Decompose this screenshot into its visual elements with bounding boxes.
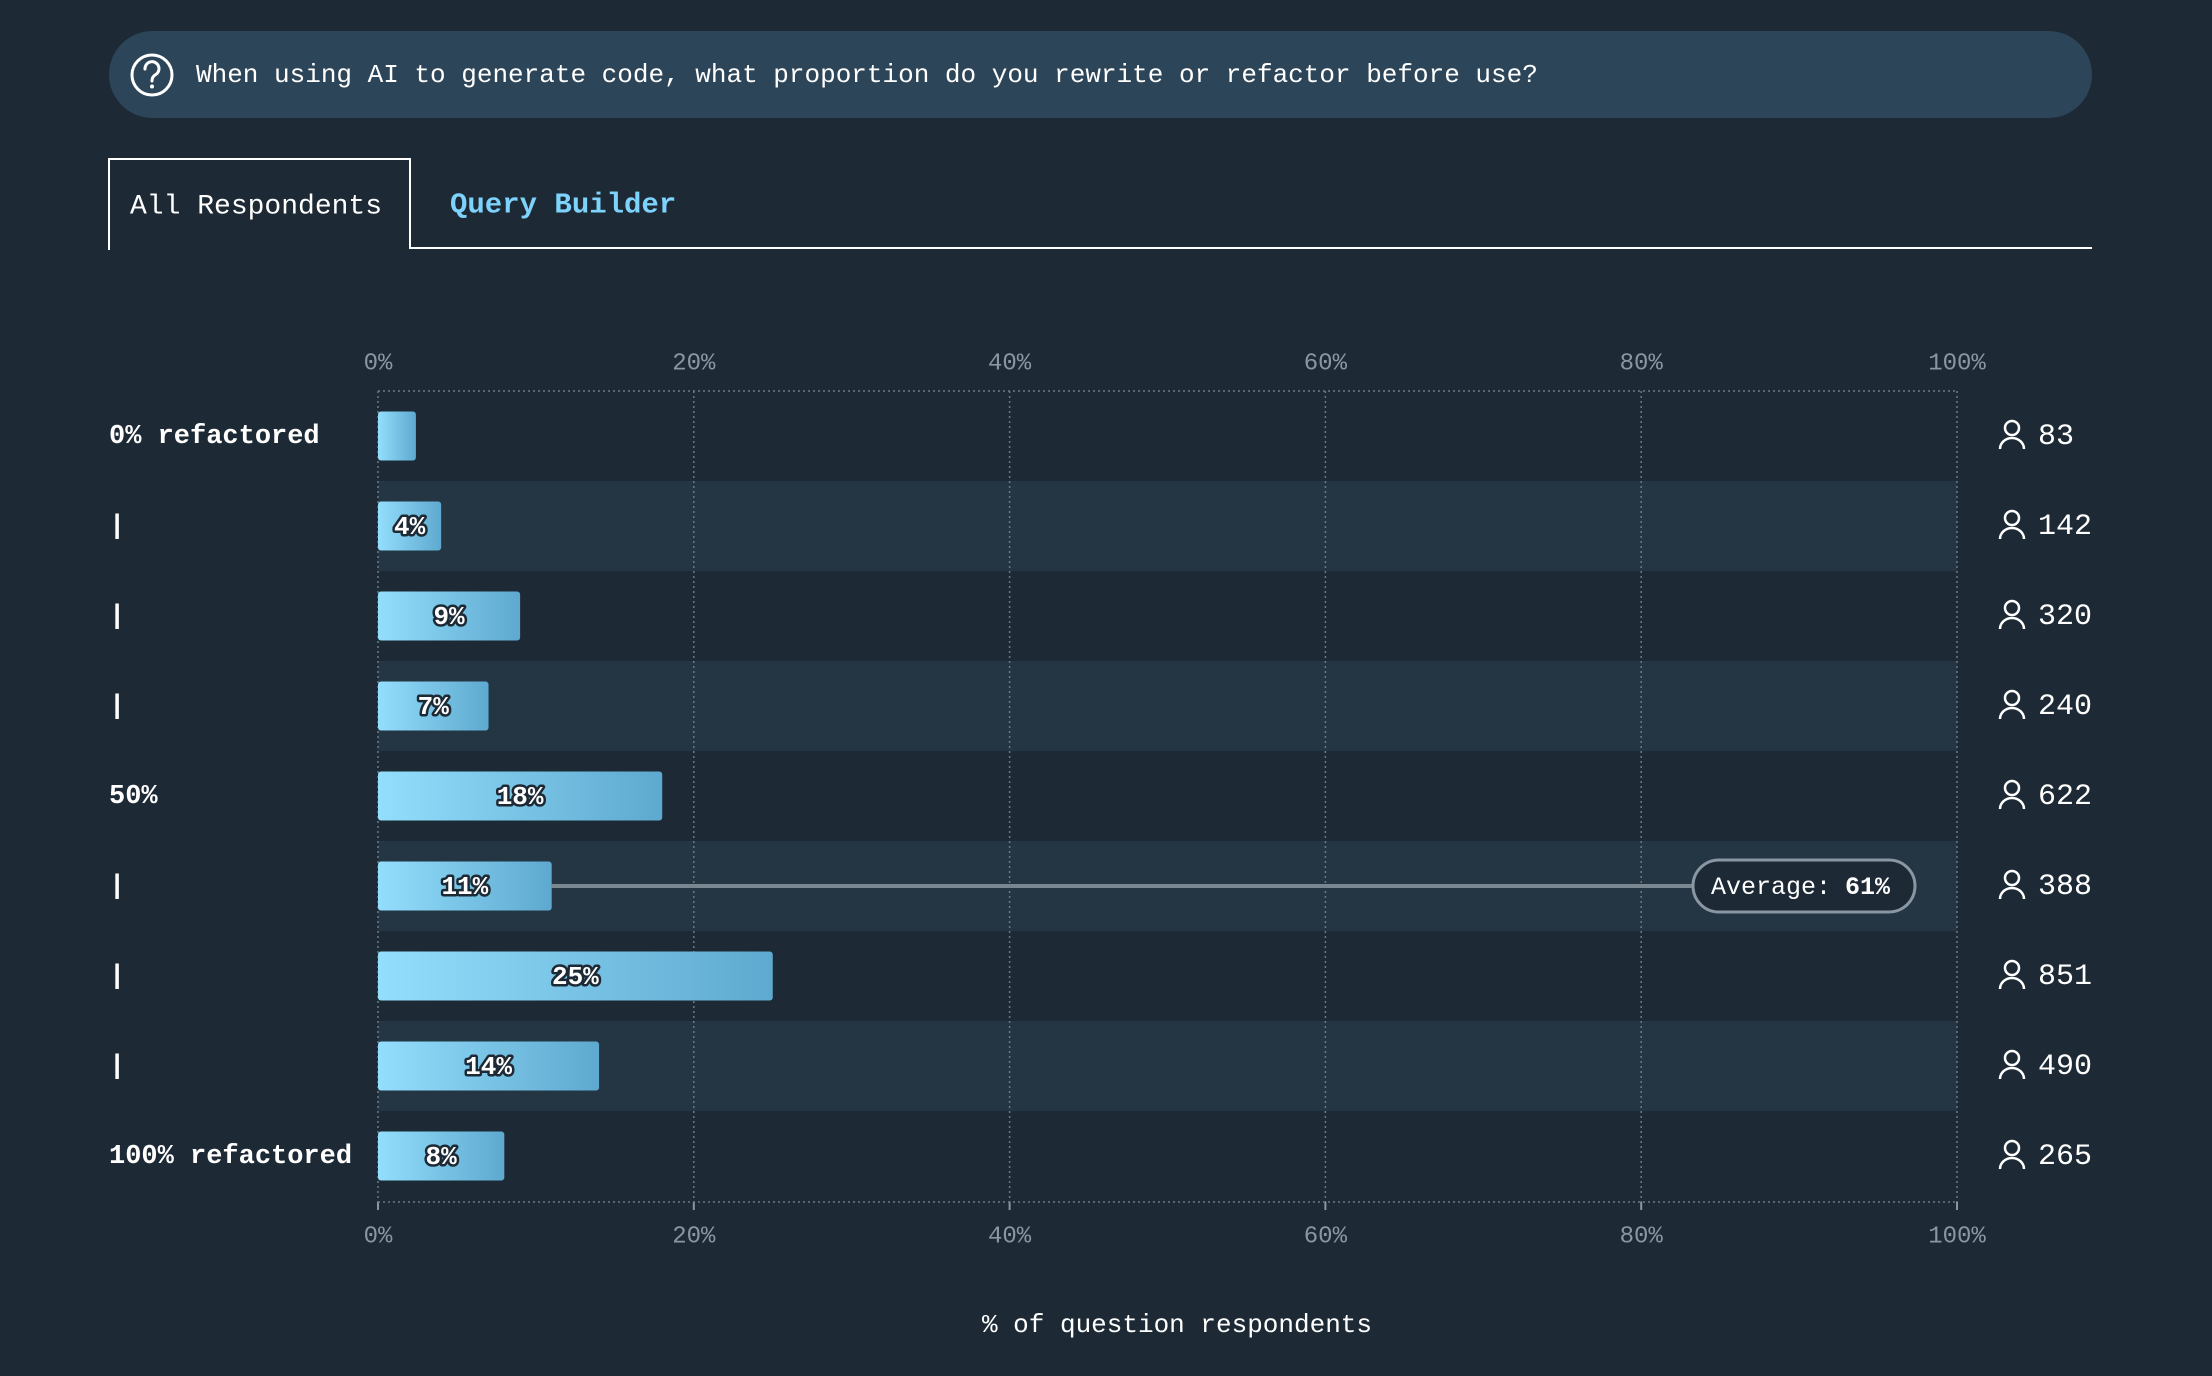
respondent-count: 142 — [2038, 510, 2092, 544]
respondent-count: 490 — [2038, 1050, 2092, 1084]
x-tick-label: 80% — [1620, 1223, 1664, 1250]
row-band — [378, 481, 1957, 571]
person-icon — [1998, 419, 2026, 450]
average-pill — [1691, 858, 1917, 914]
x-tick-label: 60% — [1304, 1223, 1348, 1250]
average-label-text: Average: — [1711, 873, 1831, 902]
category-label: | — [109, 512, 125, 542]
person-icon-head — [2003, 509, 2021, 527]
person-icon-body — [1998, 526, 2026, 540]
bar — [378, 771, 663, 821]
person-icon — [1998, 1049, 2026, 1080]
person-icon — [1998, 1139, 2026, 1170]
person-icon-head — [2003, 599, 2021, 617]
question-icon — [130, 53, 174, 97]
value-label: 7% — [418, 692, 450, 722]
x-tick-label: 100% — [1928, 1223, 1986, 1250]
category-label: 100% refactored — [109, 1142, 352, 1172]
value-label: 18% — [497, 782, 544, 812]
respondent-count: 83 — [2038, 420, 2074, 454]
person-icon-body — [1998, 1156, 2026, 1170]
x-tick-label: 80% — [1620, 350, 1664, 377]
category-label: | — [109, 872, 125, 902]
tab[interactable]: Query Builder — [450, 189, 676, 222]
person-icon-head — [2003, 1139, 2021, 1157]
person-icon — [1998, 509, 2026, 540]
x-tick-label: 0% — [364, 1223, 393, 1250]
person-icon — [1998, 959, 2026, 990]
tab-outline — [108, 158, 2092, 250]
person-icon-body — [1998, 706, 2026, 720]
row-band — [378, 661, 1957, 751]
value-label: 9% — [433, 602, 465, 632]
person-icon-head — [2003, 419, 2021, 437]
x-tick-label: 60% — [1304, 350, 1348, 377]
person-icon-head — [2003, 959, 2021, 977]
question-text: When using AI to generate code, what pro… — [196, 60, 1538, 90]
x-tick-label: 20% — [672, 350, 716, 377]
x-tick-label: 0% — [364, 350, 393, 377]
respondent-count: 320 — [2038, 600, 2092, 634]
category-label: | — [109, 1052, 125, 1082]
respondent-count: 265 — [2038, 1140, 2092, 1174]
respondent-count: 388 — [2038, 870, 2092, 904]
category-label: | — [109, 692, 125, 722]
category-label: | — [109, 962, 125, 992]
person-icon — [1998, 869, 2026, 900]
respondent-count: 622 — [2038, 780, 2092, 814]
person-icon-head — [2003, 779, 2021, 797]
x-tick-label: 100% — [1928, 350, 1986, 377]
value-label: 14% — [465, 1052, 512, 1082]
person-icon-body — [1998, 436, 2026, 450]
question-bar — [109, 31, 2092, 118]
person-icon — [1998, 689, 2026, 720]
bar — [378, 1041, 600, 1091]
category-label: 50% — [109, 782, 158, 812]
bar — [378, 411, 416, 461]
value-label: 25% — [552, 962, 599, 992]
average-label: Average: 61% — [1711, 873, 1891, 902]
average-value: 61% — [1845, 873, 1891, 902]
person-icon — [1998, 779, 2026, 810]
person-icon-body — [1998, 796, 2026, 810]
bar — [378, 951, 773, 1001]
person-icon-body — [1998, 886, 2026, 900]
x-tick-label: 40% — [988, 1223, 1032, 1250]
category-label: 0% refactored — [109, 422, 320, 452]
respondent-count: 240 — [2038, 690, 2092, 724]
bar — [378, 681, 489, 731]
bar — [378, 1131, 505, 1181]
person-icon-body — [1998, 976, 2026, 990]
bar — [378, 861, 552, 911]
x-axis-label: % of question respondents — [982, 1310, 1372, 1340]
x-tick-label: 20% — [672, 1223, 716, 1250]
value-label: 11% — [441, 872, 488, 902]
category-label: | — [109, 602, 125, 632]
bar — [378, 501, 442, 551]
person-icon-head — [2003, 869, 2021, 887]
person-icon-head — [2003, 1049, 2021, 1067]
row-band — [378, 1021, 1957, 1111]
value-label: 4% — [394, 512, 426, 542]
person-icon-body — [1998, 1066, 2026, 1080]
bar — [378, 591, 521, 641]
person-icon — [1998, 599, 2026, 630]
tab-active[interactable]: All Respondents — [130, 191, 382, 222]
respondent-count: 851 — [2038, 960, 2092, 994]
value-label: 8% — [426, 1142, 458, 1172]
person-icon-head — [2003, 689, 2021, 707]
person-icon-body — [1998, 616, 2026, 630]
x-tick-label: 40% — [988, 350, 1032, 377]
